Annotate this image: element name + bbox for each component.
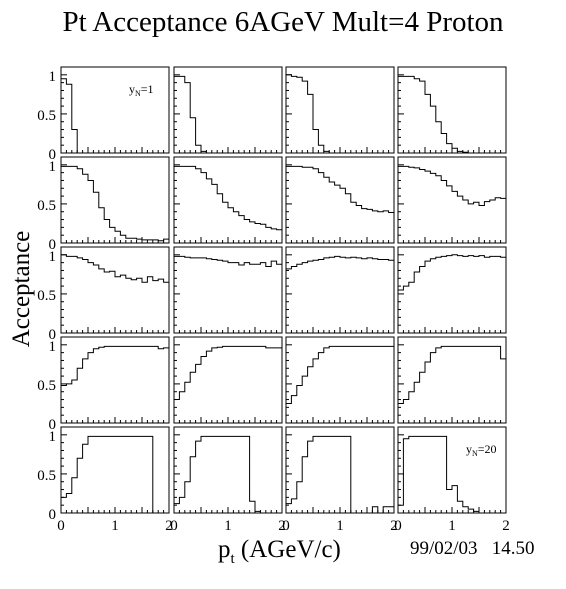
y-tick-label: 1: [49, 429, 57, 445]
histogram-series: [398, 345, 506, 404]
y-tick-label: 0: [49, 237, 57, 253]
histogram-panel-20: 0 1 2: [394, 426, 510, 534]
y-tick-label: 1: [49, 249, 57, 265]
histogram-panel-12: [397, 246, 507, 334]
y-tick-label: 0.5: [37, 468, 56, 484]
x-tick-label: 0: [170, 518, 178, 534]
histogram-series: [61, 165, 169, 242]
annotation-value: =1: [141, 82, 154, 96]
histogram-panel-13: 00.51: [37, 336, 170, 433]
annotation-value: =20: [478, 442, 497, 456]
histogram-panel-2: [173, 66, 283, 154]
histogram-panel-1: 00.51: [37, 66, 170, 163]
histogram-series: [286, 165, 394, 213]
x-tick-label: 1: [448, 518, 456, 534]
x-tick-label: 2: [502, 518, 510, 534]
y-tick-label: 1: [49, 69, 57, 85]
histogram-series: [174, 345, 282, 400]
histogram-series: [398, 75, 506, 154]
x-tick-label: 1: [111, 518, 119, 534]
panel-frame: [397, 426, 507, 514]
x-tick-label: 2: [390, 518, 398, 534]
histogram-panel-4: [397, 66, 507, 154]
x-axis-label-unit: (AGeV/c): [234, 536, 341, 563]
x-axis-label-symbol: p: [218, 536, 231, 563]
histogram-series: [61, 254, 169, 283]
panel-annotation: yN=20: [466, 442, 497, 458]
histogram-series: [174, 255, 282, 267]
y-tick-label: 0: [49, 417, 57, 433]
y-tick-label: 0.5: [37, 288, 56, 304]
x-axis-label: pt (AGeV/c): [218, 536, 341, 568]
histogram-panel-6: [173, 156, 283, 244]
x-tick-label: 0: [282, 518, 290, 534]
histogram-series: [398, 254, 506, 291]
annotation-subscript: N: [135, 89, 141, 98]
histogram-series: [286, 435, 394, 514]
annotation-base: y: [129, 82, 135, 96]
histogram-panel-17: 0 0.5 1 0 1 2: [37, 426, 173, 534]
date-time-stamp: 99/02/03 14.50: [410, 538, 535, 559]
panel-frame: [173, 156, 283, 244]
y-tick-label: 0: [49, 147, 57, 163]
histogram-series: [61, 345, 169, 386]
y-tick-label: 0.5: [37, 378, 56, 394]
x-axis-label-subscript: t: [230, 551, 235, 567]
histogram-series: [286, 345, 394, 404]
y-tick-label: 0.5: [37, 198, 56, 214]
histogram-series: [61, 78, 169, 154]
histogram-panel-9: 00.51: [37, 246, 170, 343]
histogram-series: [398, 165, 506, 206]
x-tick-label: 1: [336, 518, 344, 534]
x-tick-label: 2: [278, 518, 286, 534]
annotation-base: y: [466, 442, 472, 456]
panel-frame: [173, 246, 283, 334]
histogram-series: [286, 255, 394, 270]
x-tick-label: 1: [224, 518, 232, 534]
histogram-series: [174, 435, 282, 514]
chart-title: Pt Acceptance 6AGeV Mult=4 Proton: [62, 6, 504, 38]
histogram-panel-15: [285, 336, 395, 424]
histogram-panel-7: [285, 156, 395, 244]
panel-annotation: yN=1: [129, 82, 154, 98]
panel-frame: [397, 66, 507, 154]
histogram-panel-11: [285, 246, 395, 334]
panel-frame: [285, 156, 395, 244]
histogram-series: [286, 74, 394, 154]
histogram-series: [398, 435, 506, 514]
histogram-panel-16: [397, 336, 507, 424]
y-tick-label: 0: [49, 327, 57, 343]
histogram-panel-8: [397, 156, 507, 244]
histogram-panel-10: [173, 246, 283, 334]
x-tick-label: 2: [165, 518, 173, 534]
annotation-subscript: N: [472, 449, 478, 458]
histogram-series: [174, 165, 282, 231]
histogram-series: [61, 435, 169, 514]
histogram-panel-19: 0 1 2: [282, 426, 398, 534]
histogram-panel-14: [173, 336, 283, 424]
panel-frame: [60, 246, 170, 334]
y-tick-label: 1: [49, 339, 57, 355]
histogram-series: [174, 75, 282, 154]
histogram-panel-18: 0 1 2: [170, 426, 286, 534]
x-tick-label: 0: [57, 518, 65, 534]
y-tick-label: 0: [49, 507, 57, 523]
x-tick-label: 0: [394, 518, 402, 534]
panel-frame: [397, 336, 507, 424]
panel-frame: [397, 246, 507, 334]
histogram-panel-3: [285, 66, 395, 154]
y-tick-label: 0.5: [37, 108, 56, 124]
histogram-panel-5: 00.51: [37, 156, 170, 253]
y-tick-label: 1: [49, 159, 57, 175]
